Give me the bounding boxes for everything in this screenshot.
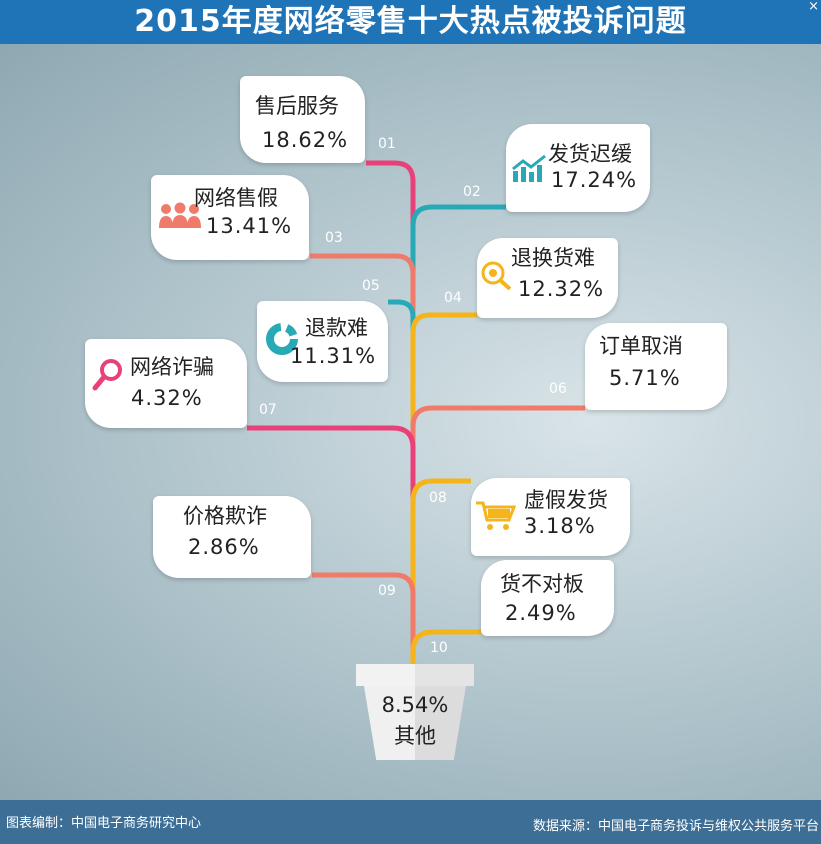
item-label-03: 网络售假 xyxy=(194,186,278,210)
branch-09 xyxy=(312,572,416,664)
item-value-08: 3.18% xyxy=(524,514,596,538)
infographic-canvas: 售后服务 18.62% 01 发货迟缓 17.24% 02 网络售假 13.41… xyxy=(0,44,821,800)
item-value-05: 11.31% xyxy=(290,344,377,368)
footer-bar: 图表编制：中国电子商务研究中心 数据来源：中国电子商务投诉与维权公共服务平台 xyxy=(0,800,821,844)
item-card-05 xyxy=(257,301,388,382)
item-value-02: 17.24% xyxy=(551,168,638,192)
item-label-07: 网络诈骗 xyxy=(130,355,214,379)
item-number-10: 10 xyxy=(430,640,448,656)
compiled-by-text: 图表编制：中国电子商务研究中心 xyxy=(6,816,202,831)
people-icon xyxy=(159,202,201,228)
item-number-02: 02 xyxy=(463,184,481,200)
item-label-04: 退换货难 xyxy=(511,246,595,270)
branch-04 xyxy=(410,312,477,424)
item-value-04: 12.32% xyxy=(518,277,605,301)
item-number-05: 05 xyxy=(362,278,380,294)
item-value-01: 18.62% xyxy=(262,128,349,152)
item-number-04: 04 xyxy=(444,290,462,306)
shopping-cart-icon xyxy=(476,501,517,530)
item-label-10: 货不对板 xyxy=(500,572,584,596)
data-source-text: 数据来源：中国电子商务投诉与维权公共服务平台 xyxy=(532,819,819,834)
close-icon[interactable]: × xyxy=(808,0,819,14)
branch-05 xyxy=(388,299,416,404)
item-value-07: 4.32% xyxy=(131,386,203,410)
item-card-07 xyxy=(85,339,247,428)
pot-body xyxy=(364,686,466,760)
chart-title: 2015年度网络零售十大热点被投诉问题 xyxy=(134,4,687,39)
magnifier-icon xyxy=(92,359,122,391)
item-number-08: 08 xyxy=(429,490,447,506)
other-label: 其他 xyxy=(394,724,436,748)
branch-01 xyxy=(366,160,416,284)
branch-10 xyxy=(410,629,481,664)
header-bar xyxy=(0,0,821,44)
item-number-01: 01 xyxy=(378,136,396,152)
item-label-02: 发货迟缓 xyxy=(548,142,632,166)
item-number-03: 03 xyxy=(325,230,343,246)
branch-03 xyxy=(310,253,416,364)
item-label-01: 售后服务 xyxy=(255,94,339,118)
item-card-10 xyxy=(481,560,614,636)
item-value-03: 13.41% xyxy=(206,214,293,238)
item-value-09: 2.86% xyxy=(188,535,260,559)
item-number-07: 07 xyxy=(259,402,277,418)
chart-trend-icon xyxy=(512,154,546,182)
item-value-06: 5.71% xyxy=(609,366,681,390)
item-card-06 xyxy=(585,323,727,410)
pie-chart-icon xyxy=(266,323,298,355)
branch-07 xyxy=(247,425,416,524)
branch-08 xyxy=(410,478,471,604)
item-value-10: 2.49% xyxy=(505,601,577,625)
item-card-01 xyxy=(240,76,365,163)
item-number-09: 09 xyxy=(378,583,396,599)
target-icon xyxy=(481,261,512,290)
item-label-09: 价格欺诈 xyxy=(183,504,267,528)
tree-branches xyxy=(247,160,585,664)
pot-rim-shade xyxy=(415,664,474,686)
other-value: 8.54% xyxy=(381,693,449,717)
item-number-06: 06 xyxy=(549,381,567,397)
branch-02 xyxy=(410,204,506,304)
item-card-09 xyxy=(153,496,311,578)
item-label-05: 退款难 xyxy=(305,316,368,340)
item-label-08: 虚假发货 xyxy=(524,488,608,512)
item-label-06: 订单取消 xyxy=(599,334,683,358)
branch-06 xyxy=(410,405,585,504)
